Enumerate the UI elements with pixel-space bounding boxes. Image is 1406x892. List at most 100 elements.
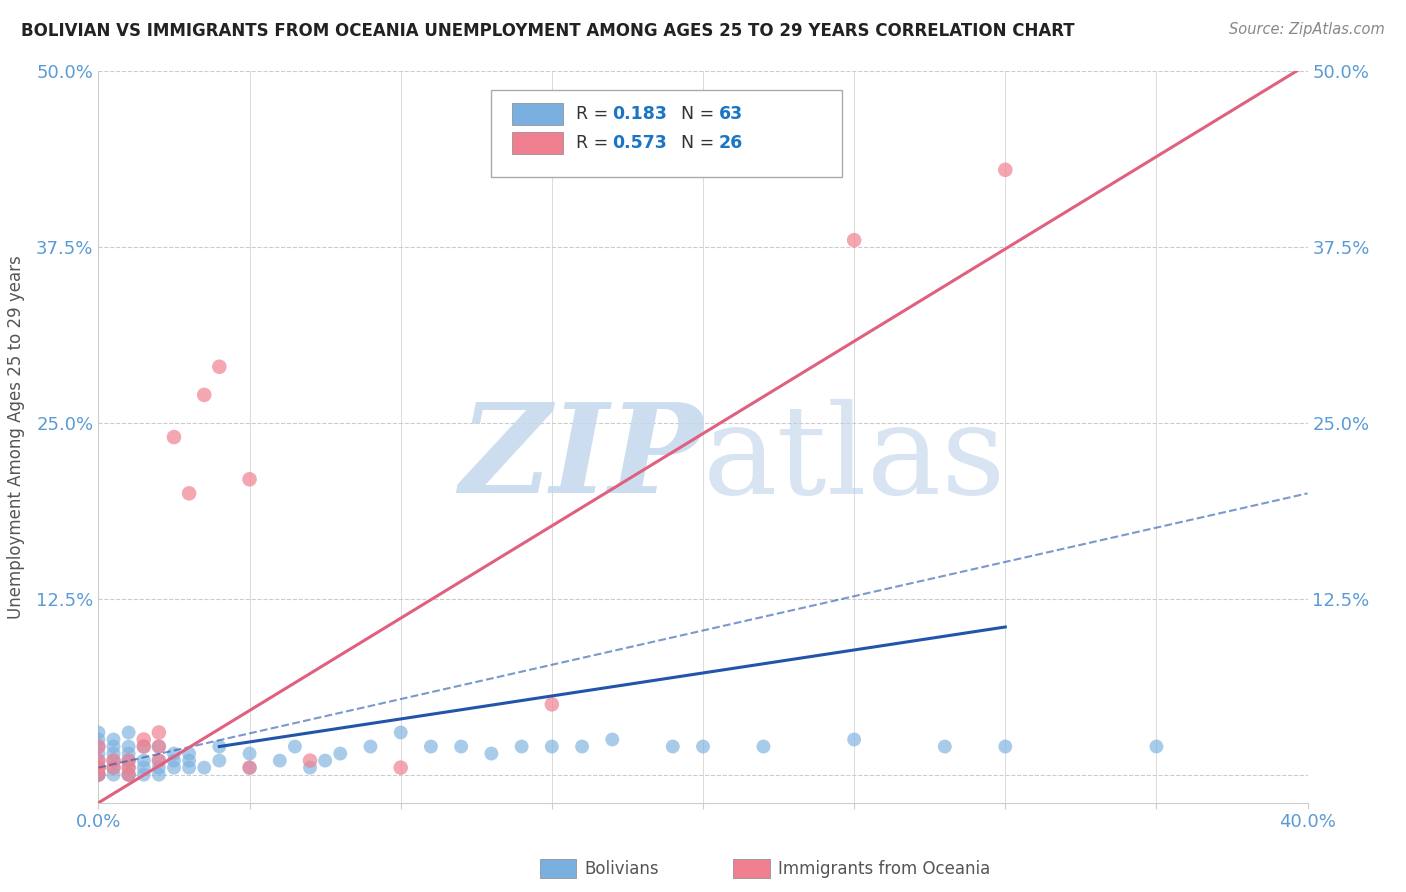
Point [87, 761, 110, 775]
Point [299, 754, 322, 768]
Point [510, 739, 533, 754]
Point [103, 761, 125, 775]
Point [118, 739, 141, 754]
Point [284, 739, 307, 754]
Text: Bolivians: Bolivians [585, 860, 659, 878]
Point [118, 767, 141, 781]
Point [87, 767, 110, 781]
Point [163, 754, 186, 768]
Point [329, 747, 352, 761]
Point [994, 162, 1017, 177]
Point [87, 739, 110, 754]
Point [692, 739, 714, 754]
Text: ZIP: ZIP [460, 398, 703, 520]
Point [661, 739, 683, 754]
Point [269, 754, 291, 768]
Point [239, 761, 262, 775]
Point [163, 747, 186, 761]
Point [103, 739, 125, 754]
Text: 0.573: 0.573 [613, 134, 666, 152]
FancyBboxPatch shape [512, 103, 562, 125]
Point [132, 767, 155, 781]
Point [103, 732, 125, 747]
Point [87, 767, 110, 781]
Point [314, 754, 336, 768]
Point [103, 767, 125, 781]
Point [844, 732, 866, 747]
Point [179, 754, 201, 768]
Point [208, 754, 231, 768]
Point [571, 739, 593, 754]
Point [602, 732, 624, 747]
Point [208, 739, 231, 754]
Point [132, 732, 155, 747]
Point [87, 754, 110, 768]
Point [844, 233, 866, 247]
Point [540, 739, 562, 754]
Point [148, 754, 170, 768]
Point [163, 430, 186, 444]
Point [87, 761, 110, 775]
Text: N =: N = [671, 134, 720, 152]
Point [103, 754, 125, 768]
Point [389, 761, 412, 775]
Point [103, 754, 125, 768]
Point [148, 739, 170, 754]
Point [148, 767, 170, 781]
Point [420, 739, 443, 754]
Point [118, 754, 141, 768]
Point [193, 761, 215, 775]
Point [360, 739, 382, 754]
Point [540, 698, 562, 712]
Point [148, 725, 170, 739]
Text: atlas: atlas [703, 399, 1007, 519]
Point [239, 472, 262, 486]
Point [103, 761, 125, 775]
Text: N =: N = [671, 104, 720, 123]
Point [118, 754, 141, 768]
Point [179, 486, 201, 500]
FancyBboxPatch shape [540, 859, 576, 878]
Point [118, 761, 141, 775]
Text: Immigrants from Oceania: Immigrants from Oceania [778, 860, 990, 878]
Point [752, 739, 775, 754]
Point [934, 739, 956, 754]
Text: BOLIVIAN VS IMMIGRANTS FROM OCEANIA UNEMPLOYMENT AMONG AGES 25 TO 29 YEARS CORRE: BOLIVIAN VS IMMIGRANTS FROM OCEANIA UNEM… [21, 22, 1074, 40]
Point [132, 739, 155, 754]
Point [87, 767, 110, 781]
Point [87, 761, 110, 775]
Point [994, 739, 1017, 754]
Text: 63: 63 [718, 104, 742, 123]
Point [103, 747, 125, 761]
FancyBboxPatch shape [492, 90, 842, 178]
Text: Source: ZipAtlas.com: Source: ZipAtlas.com [1229, 22, 1385, 37]
Point [163, 761, 186, 775]
Point [1144, 739, 1167, 754]
Point [87, 732, 110, 747]
Point [87, 725, 110, 739]
Point [148, 761, 170, 775]
FancyBboxPatch shape [734, 859, 769, 878]
Point [239, 761, 262, 775]
Point [118, 725, 141, 739]
Point [148, 739, 170, 754]
Point [148, 754, 170, 768]
Point [118, 761, 141, 775]
Point [87, 754, 110, 768]
Point [179, 747, 201, 761]
Y-axis label: Unemployment Among Ages 25 to 29 years: Unemployment Among Ages 25 to 29 years [7, 255, 25, 619]
Point [87, 767, 110, 781]
Point [481, 747, 503, 761]
Point [87, 747, 110, 761]
Point [118, 767, 141, 781]
Point [132, 761, 155, 775]
Point [132, 739, 155, 754]
Text: 0.183: 0.183 [613, 104, 668, 123]
Point [299, 761, 322, 775]
Text: R =: R = [576, 104, 614, 123]
Point [239, 747, 262, 761]
Point [450, 739, 472, 754]
Point [179, 761, 201, 775]
Point [132, 754, 155, 768]
Point [118, 747, 141, 761]
